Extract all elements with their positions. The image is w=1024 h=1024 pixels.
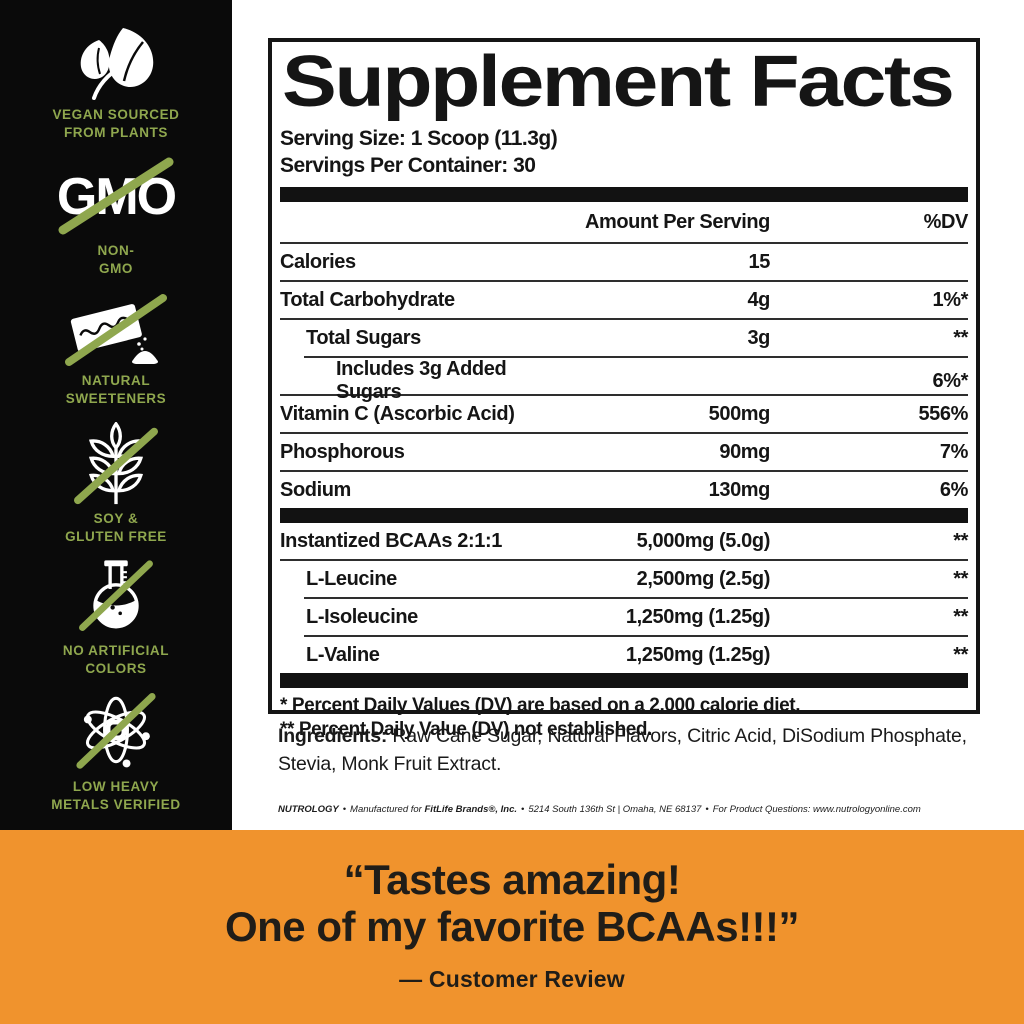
nutrient-name: Total Sugars <box>306 326 421 349</box>
badge-label: VEGAN SOURCED FROM PLANTS <box>52 107 180 140</box>
divider <box>280 432 968 435</box>
footnote-dv: * Percent Daily Values (DV) are based on… <box>280 695 801 717</box>
divider-thick <box>280 673 968 689</box>
badge-no-artificial-colors: NO ARTIFICIAL COLORS <box>0 552 232 677</box>
divider <box>304 635 968 638</box>
nutrient-name: Vitamin C (Ascorbic Acid) <box>280 402 515 425</box>
bullet-separator: • <box>342 804 347 815</box>
divider <box>304 597 968 600</box>
nutrient-dv: 7% <box>939 440 969 463</box>
badge-non-gmo: GMO NON- GMO <box>0 154 232 277</box>
product-questions-url: For Product Questions: www.nutrologyonli… <box>712 804 921 815</box>
bullet-separator: • <box>705 804 709 815</box>
nutrient-amount: 1,250mg (1.25g) <box>625 643 770 666</box>
manufactured-for-text: Manufactured for <box>350 804 425 815</box>
nutrient-name: Calories <box>280 250 356 273</box>
nutrient-dv: ** <box>953 529 968 552</box>
table-row-calories: Calories 15 <box>280 244 968 280</box>
nutrient-amount: 15 <box>748 250 771 273</box>
nutrient-dv: ** <box>953 567 968 590</box>
nutrient-amount: 4g <box>747 288 770 311</box>
divider-thick <box>280 187 968 203</box>
table-row-bcaas: Instantized BCAAs 2:1:1 5,000mg (5.0g) *… <box>280 523 968 559</box>
divider <box>280 242 968 245</box>
badge-label: NATURAL SWEETENERS <box>65 373 167 406</box>
footnote-not-established: ** Percent Daily Value (DV) not establis… <box>280 719 653 741</box>
ingredients-section: Ingredients: Raw Cane Sugar, Natural Fla… <box>278 722 984 779</box>
nutrient-name: Total Carbohydrate <box>280 288 455 311</box>
atom-crossed-icon <box>57 686 175 774</box>
gmo-crossed-icon: GMO <box>41 154 191 236</box>
ingredients-label: Ingredients: <box>278 725 388 747</box>
nutrient-dv: 6% <box>939 478 969 501</box>
divider <box>280 470 968 473</box>
panel-title: Supplement Facts <box>282 42 955 122</box>
nutrient-name: L-Leucine <box>306 567 397 590</box>
nutrient-dv: ** <box>953 326 968 349</box>
review-quote: “Tastes amazing! One of my favorite BCAA… <box>224 856 800 951</box>
nutrient-name: Instantized BCAAs 2:1:1 <box>280 529 502 552</box>
bullet-separator: • <box>521 804 525 815</box>
amount-per-serving-header: Amount Per Serving <box>584 210 770 233</box>
divider <box>304 356 968 359</box>
divider <box>280 318 968 321</box>
brand-name: NUTROLOGY <box>278 804 339 815</box>
ingredients-list: Raw Cane Sugar, Natural Flavors, Citric … <box>278 725 967 776</box>
badge-soy-gluten-free: SOY & GLUTEN FREE <box>0 422 232 545</box>
nutrient-amount: 3g <box>747 326 770 349</box>
sweetener-packet-crossed-icon <box>55 292 177 366</box>
table-row-leucine: L-Leucine 2,500mg (2.5g) ** <box>280 561 968 597</box>
wheat-crossed-icon <box>68 422 164 506</box>
nutrient-name: Phosphorous <box>280 440 405 463</box>
nutrient-amount: 5,000mg (5.0g) <box>636 529 771 552</box>
divider-thick <box>280 508 968 524</box>
nutrient-amount: 130mg <box>708 478 771 501</box>
badge-label: LOW HEAVY METALS VERIFIED <box>51 779 181 812</box>
table-row-vitamin-c: Vitamin C (Ascorbic Acid) 500mg 556% <box>280 396 968 432</box>
review-attribution: — Customer Review <box>399 966 625 993</box>
nutrient-name: L-Valine <box>306 643 380 666</box>
table-row-total-sugars: Total Sugars 3g ** <box>280 320 968 356</box>
nutrient-name: L-Isoleucine <box>306 605 418 628</box>
nutrient-dv: ** <box>953 643 968 666</box>
badge-label: SOY & GLUTEN FREE <box>65 511 167 544</box>
leaf-icon <box>61 24 171 100</box>
nutrient-name: Sodium <box>280 478 351 501</box>
nutrient-dv: 556% <box>918 402 968 425</box>
flask-crossed-icon <box>66 552 166 636</box>
nutrient-dv: 6%* <box>932 369 969 392</box>
nutrient-amount: 2,500mg (2.5g) <box>636 567 771 590</box>
badge-low-heavy-metals: LOW HEAVY METALS VERIFIED <box>0 686 232 813</box>
manufacturer-fine-print: NUTROLOGY • Manufactured for FitLife Brand… <box>278 804 998 815</box>
divider <box>280 559 968 562</box>
divider <box>280 394 968 397</box>
servings-per-container: Servings Per Container: 30 <box>280 153 536 177</box>
customer-review-banner: “Tastes amazing! One of my favorite BCAA… <box>0 830 1024 1024</box>
badge-vegan-sourced: VEGAN SOURCED FROM PLANTS <box>0 24 232 141</box>
table-row-sodium: Sodium 130mg 6% <box>280 472 968 508</box>
nutrient-amount: 500mg <box>708 402 771 425</box>
table-row-total-carbohydrate: Total Carbohydrate 4g 1%* <box>280 282 968 318</box>
badge-label: NO ARTIFICIAL COLORS <box>62 643 170 676</box>
serving-size: Serving Size: 1 Scoop (11.3g) <box>280 127 558 150</box>
nutrient-dv: 1%* <box>932 288 969 311</box>
table-row-isoleucine: L-Isoleucine 1,250mg (1.25g) ** <box>280 599 968 635</box>
badge-natural-sweeteners: NATURAL SWEETENERS <box>0 292 232 407</box>
dv-header: %DV <box>923 210 969 233</box>
nutrient-name: Includes 3g Added Sugars <box>336 358 507 404</box>
nutrient-dv: ** <box>953 605 968 628</box>
table-row-phosphorous: Phosphorous 90mg 7% <box>280 434 968 470</box>
feature-sidebar: VEGAN SOURCED FROM PLANTS GMO NON- GMO <box>0 0 232 830</box>
table-row-added-sugars: Includes 3g Added Sugars 6%* <box>280 358 969 403</box>
divider <box>280 280 968 283</box>
nutrient-amount: 90mg <box>719 440 770 463</box>
table-header-row: Amount Per Serving %DV <box>280 202 968 242</box>
manufacturer-address: 5214 South 136th St | Omaha, NE 68137 <box>528 804 702 815</box>
badge-label: NON- GMO <box>97 243 135 276</box>
manufacturer-name: FitLife Brands®, Inc. <box>424 804 518 815</box>
nutrient-amount: 1,250mg (1.25g) <box>625 605 770 628</box>
table-row-valine: L-Valine 1,250mg (1.25g) ** <box>280 637 968 673</box>
supplement-facts-panel: Supplement Facts Serving Size: 1 Scoop (… <box>268 38 980 740</box>
